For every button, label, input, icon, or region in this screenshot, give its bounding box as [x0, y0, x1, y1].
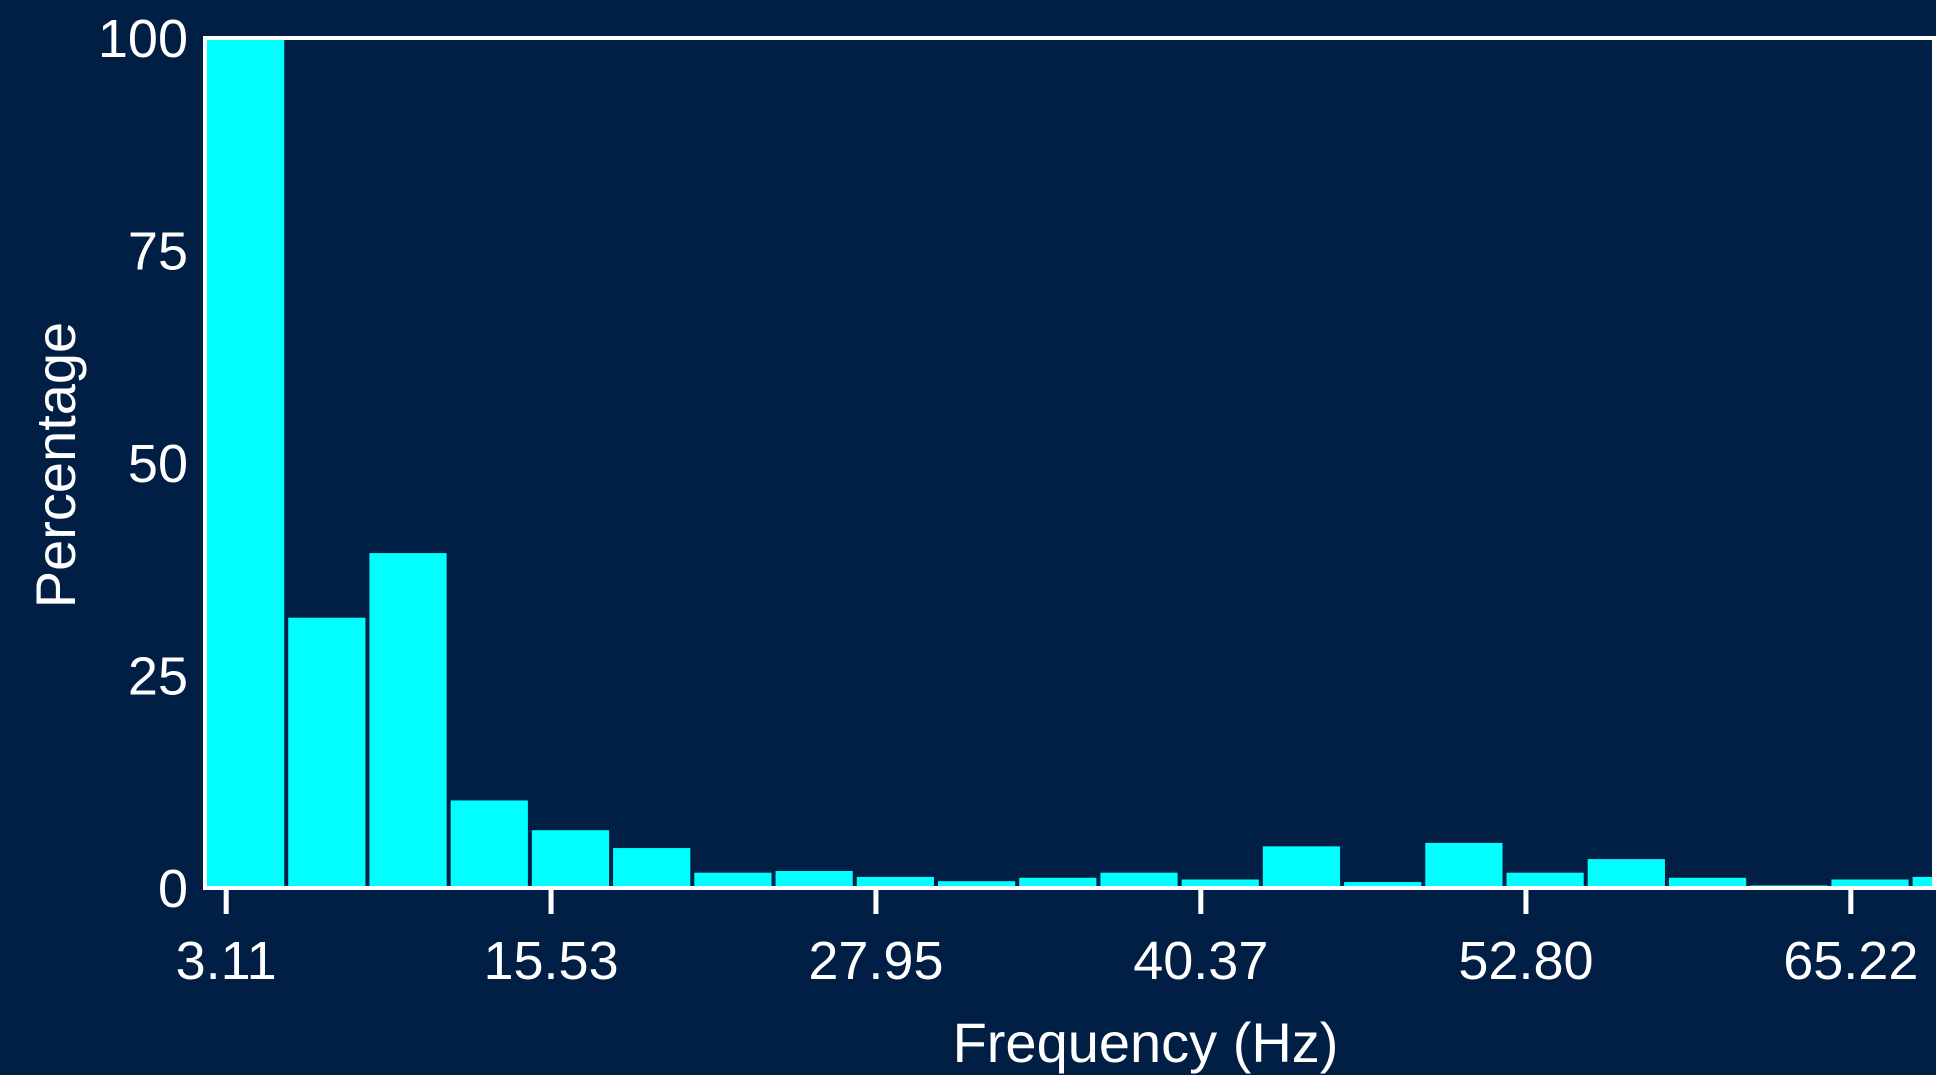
bars-group [207, 38, 1936, 888]
y-axis-title: Percentage [24, 322, 87, 608]
y-axis-ticks: 0 25 50 75 100 [98, 9, 188, 919]
bar-9 [937, 881, 1016, 888]
x-tick-label: 27.95 [808, 931, 943, 991]
bar-5 [613, 848, 691, 888]
bar-3 [450, 800, 528, 888]
y-tick-label: 25 [128, 647, 188, 707]
bar-12 [1181, 879, 1259, 888]
bar-14 [1344, 882, 1422, 888]
bar-17 [1587, 859, 1665, 888]
bar-21 [1912, 876, 1936, 888]
bar-7 [775, 871, 853, 888]
y-tick-label: 0 [158, 859, 188, 919]
y-tick-label: 50 [128, 434, 188, 494]
bar-18 [1668, 877, 1747, 888]
bar-0 [207, 38, 285, 888]
x-axis-title: Frequency (Hz) [953, 1011, 1339, 1074]
y-tick-label: 75 [128, 222, 188, 282]
bar-11 [1100, 872, 1178, 888]
x-tick-label: 15.53 [483, 931, 618, 991]
bar-4 [531, 830, 610, 888]
bar-10 [1019, 877, 1097, 888]
bar-6 [694, 872, 772, 888]
x-tick-label: 65.22 [1783, 931, 1918, 991]
bar-2 [369, 553, 447, 888]
bar-20 [1831, 879, 1909, 888]
bar-13 [1262, 846, 1341, 888]
x-tick-label: 52.80 [1458, 931, 1593, 991]
y-tick-label: 100 [98, 9, 188, 69]
bar-15 [1425, 842, 1503, 888]
x-axis-ticks: 3.11 15.53 27.95 40.37 52.80 65.22 [176, 888, 1918, 991]
bar-16 [1506, 872, 1584, 888]
bar-8 [856, 876, 934, 888]
bar-1 [288, 617, 366, 888]
x-tick-label: 3.11 [176, 931, 277, 991]
x-tick-label: 40.37 [1133, 931, 1268, 991]
plot-frame [203, 36, 1936, 890]
